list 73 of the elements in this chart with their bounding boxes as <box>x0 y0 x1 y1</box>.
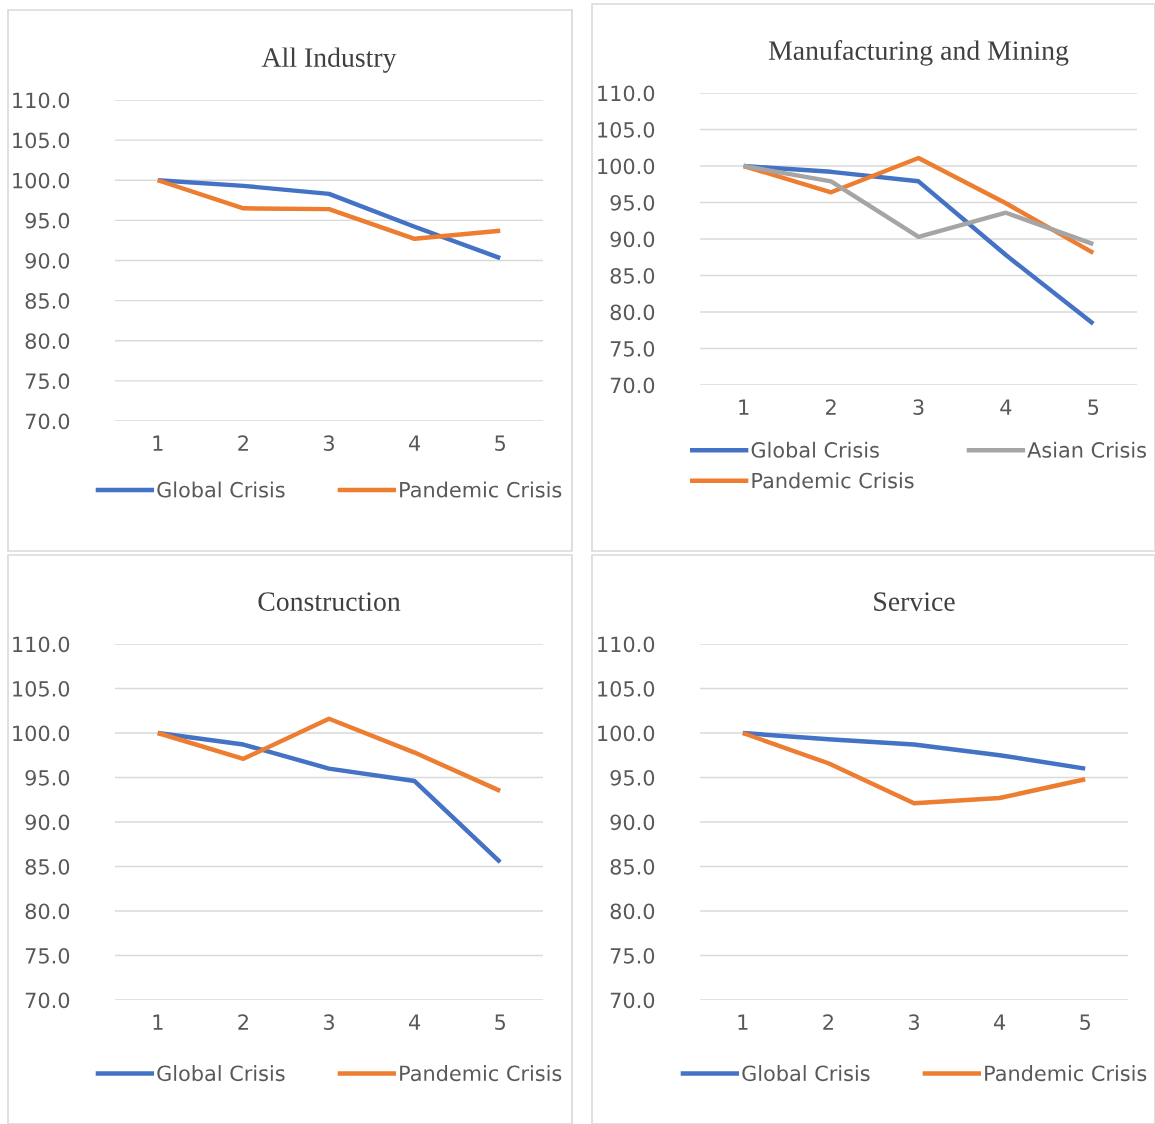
line-series <box>155 178 503 242</box>
y-tick-label: 80.0 <box>610 304 655 321</box>
y-tick-label: 95.0 <box>610 194 655 211</box>
x-tick-label: 4 <box>993 1014 1006 1030</box>
y-tick-label: 100.0 <box>598 725 655 742</box>
x-tick-label: 2 <box>823 1014 833 1030</box>
y-tick-label: 110.0 <box>13 636 70 653</box>
line-series <box>155 716 503 794</box>
x-tick-label: 3 <box>908 1014 919 1031</box>
y-tick-label: 100.0 <box>13 172 70 189</box>
y-tick-label: 75.0 <box>25 373 70 390</box>
y-tick-label: 80.0 <box>25 903 70 920</box>
legend-label: Pandemic Crisis <box>400 1065 562 1082</box>
x-tick-label: 1 <box>739 399 749 415</box>
x-tick-label: 2 <box>238 435 248 451</box>
y-tick-label: 80.0 <box>610 903 655 920</box>
y-tick-label: 105.0 <box>13 132 70 149</box>
y-tick-label: 70.0 <box>25 992 70 1009</box>
y-tick-label: 90.0 <box>610 814 655 831</box>
x-tick-label: 1 <box>153 435 163 451</box>
x-tick-label: 4 <box>408 1014 421 1030</box>
chart-title: Manufacturing and Mining <box>768 40 1069 66</box>
y-tick-label: 85.0 <box>610 267 655 284</box>
legend-label: Pandemic Crisis <box>985 1065 1147 1082</box>
y-tick-label: 105.0 <box>13 680 70 697</box>
x-tick-label: 3 <box>323 435 334 452</box>
y-tick-label: 75.0 <box>25 947 70 964</box>
y-tick-label: 110.0 <box>13 92 70 109</box>
y-tick-label: 85.0 <box>25 858 70 875</box>
y-tick-label: 105.0 <box>598 121 655 138</box>
legend-label: Asian Crisis <box>1027 441 1146 458</box>
x-tick-label: 4 <box>1000 399 1012 415</box>
x-tick-label: 1 <box>153 1014 163 1030</box>
x-tick-label: 1 <box>738 1014 748 1030</box>
legend-label: Pandemic Crisis <box>752 472 914 489</box>
x-tick-label: 5 <box>495 435 506 452</box>
y-tick-label: 105.0 <box>598 680 655 697</box>
y-tick-label: 70.0 <box>610 992 655 1009</box>
legend-label: Global Crisis <box>157 481 285 498</box>
legend-label: Global Crisis <box>751 441 879 458</box>
y-tick-label: 70.0 <box>610 377 655 394</box>
y-tick-label: 95.0 <box>25 769 70 786</box>
x-tick-label: 2 <box>238 1014 248 1030</box>
chart-title: All Industry <box>261 47 397 73</box>
y-tick-label: 90.0 <box>610 231 655 248</box>
y-tick-label: 110.0 <box>598 85 655 102</box>
y-tick-label: 90.0 <box>25 252 70 269</box>
chart-title: Service <box>874 592 955 611</box>
legend-label: Pandemic Crisis <box>400 481 562 498</box>
y-tick-label: 80.0 <box>25 333 70 349</box>
line-series <box>740 730 1088 806</box>
x-tick-label: 2 <box>826 399 836 415</box>
legend-label: Global Crisis <box>157 1065 285 1082</box>
x-tick-label: 3 <box>323 1014 334 1031</box>
y-tick-label: 90.0 <box>25 814 70 831</box>
y-tick-label: 95.0 <box>25 212 70 229</box>
y-tick-label: 85.0 <box>25 293 70 309</box>
y-tick-label: 85.0 <box>610 858 655 875</box>
y-tick-label: 100.0 <box>598 158 655 175</box>
y-tick-label: 100.0 <box>13 725 70 742</box>
y-tick-label: 75.0 <box>610 340 655 357</box>
x-tick-label: 5 <box>1088 399 1099 416</box>
chart-title: Construction <box>258 592 401 611</box>
x-tick-label: 4 <box>408 435 421 451</box>
legend-label: Global Crisis <box>742 1065 870 1082</box>
x-tick-label: 5 <box>1080 1014 1091 1031</box>
y-tick-label: 70.0 <box>25 413 70 430</box>
x-tick-label: 5 <box>495 1014 506 1031</box>
x-tick-label: 3 <box>913 399 924 416</box>
y-tick-label: 95.0 <box>610 769 655 786</box>
line-series <box>741 163 1096 247</box>
y-tick-label: 110.0 <box>598 636 655 653</box>
y-tick-label: 75.0 <box>610 947 655 964</box>
